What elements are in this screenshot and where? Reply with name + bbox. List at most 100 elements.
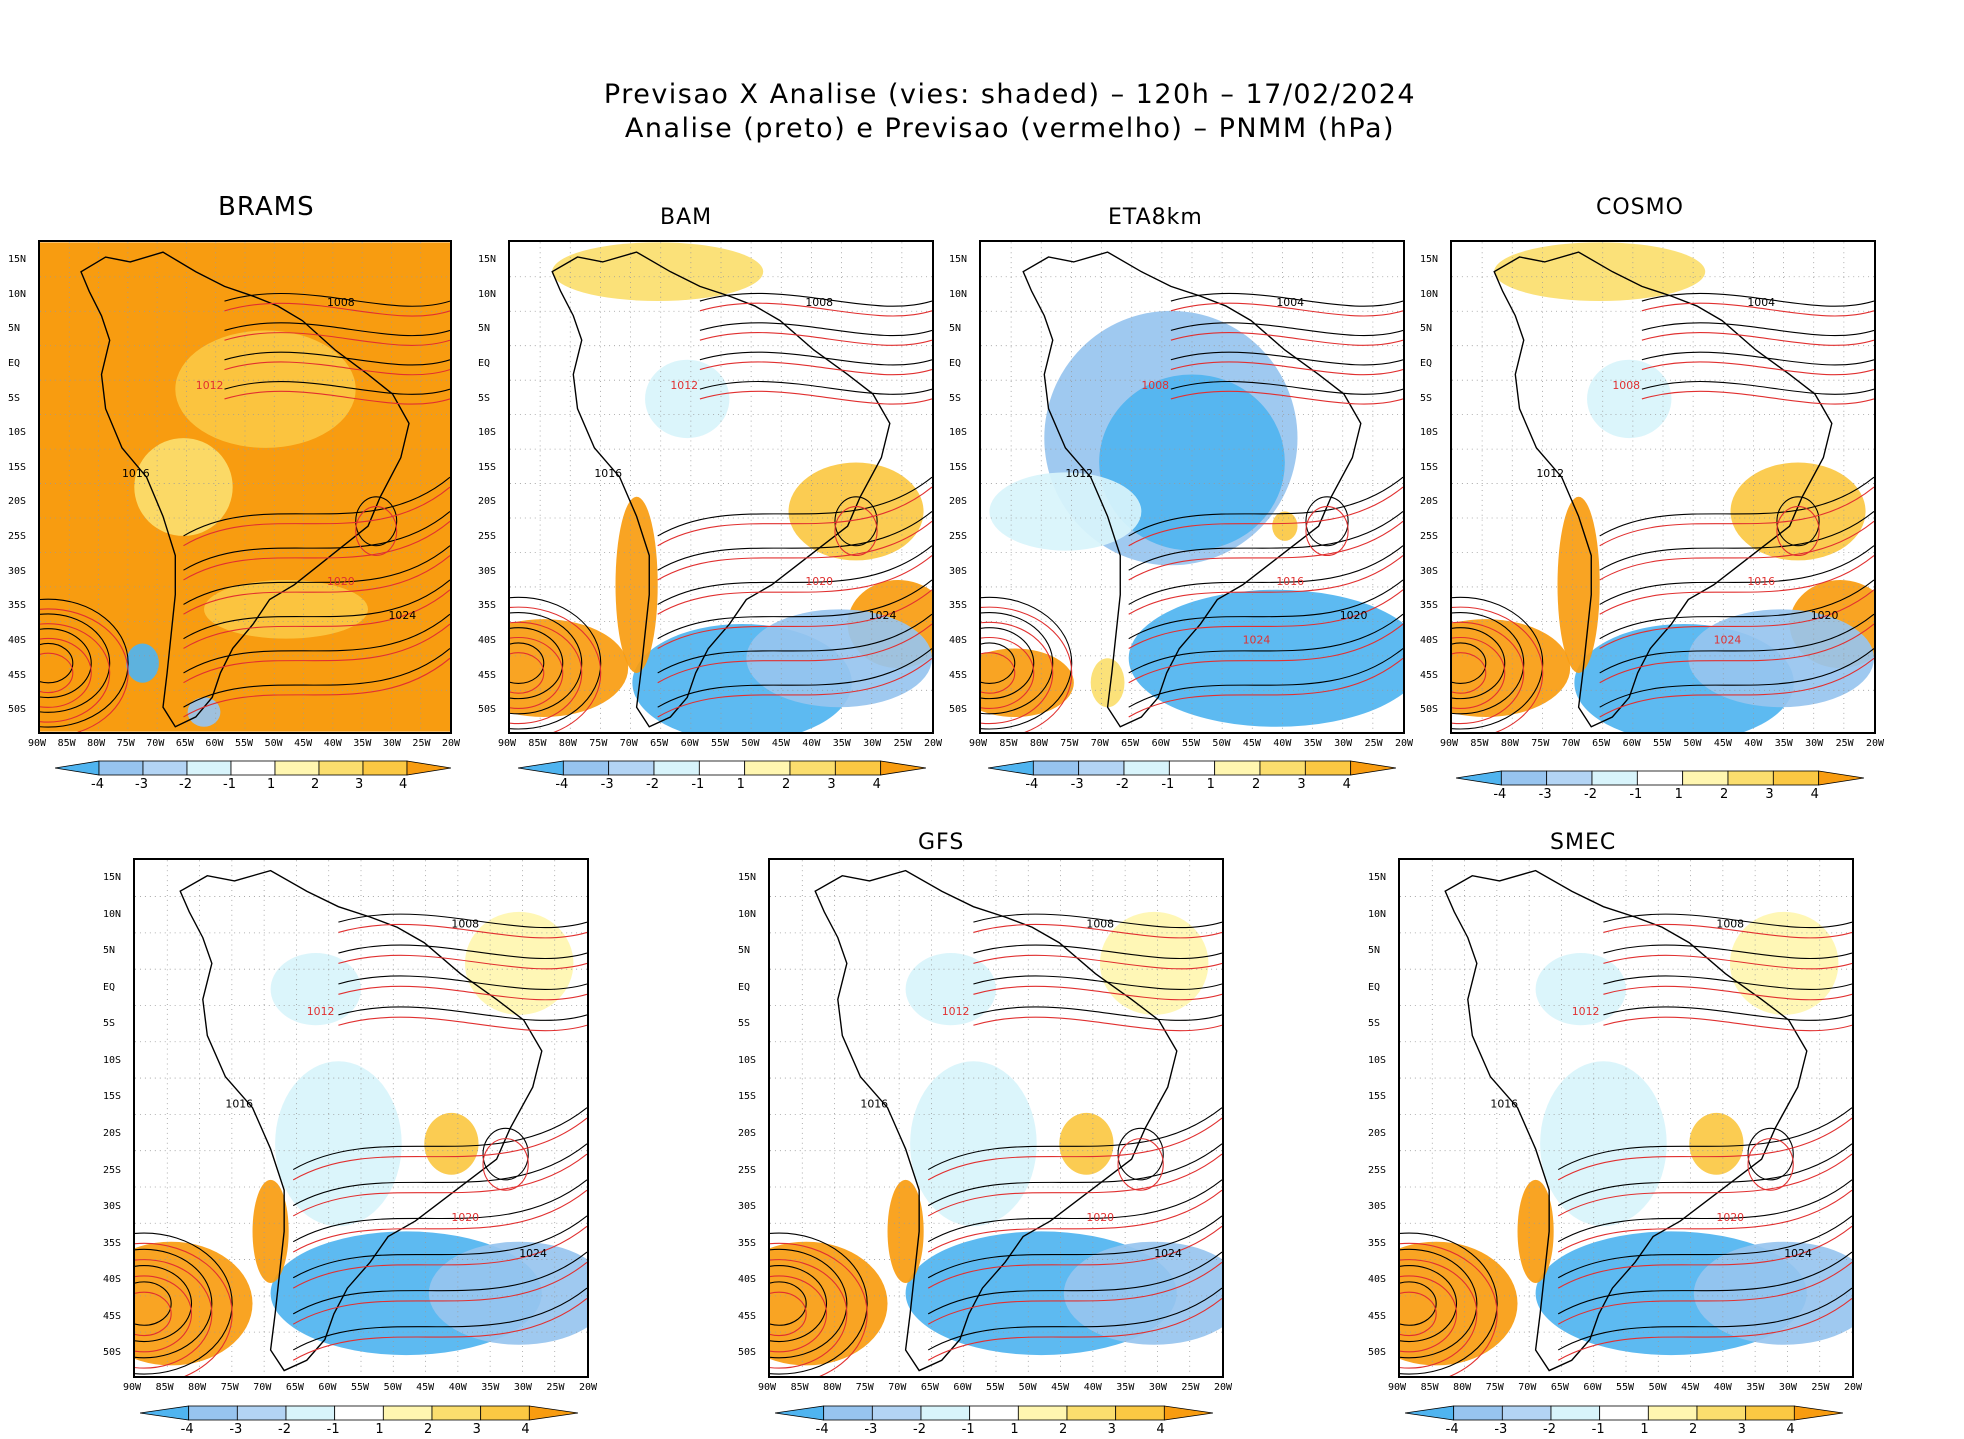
longitude-tick-label: 90W	[28, 738, 47, 749]
latitude-tick-label: 45S	[1368, 1310, 1387, 1322]
latitude-tick-label: 25S	[478, 531, 497, 542]
pressure-bias-map: 1008 1012 1016 1020 1024	[510, 242, 932, 732]
latitude-tick-label: 15S	[478, 461, 497, 473]
longitude-tick-label: 30W	[1778, 1382, 1797, 1393]
bias-shading-region	[910, 1061, 1037, 1227]
latitude-tick-label: 15S	[103, 1091, 122, 1103]
latitude-tick-label: 5S	[103, 1018, 116, 1030]
colorbar-swatch	[562, 760, 610, 776]
colorbar-swatch	[653, 760, 700, 776]
colorbar-tick-label: -4	[1025, 777, 1039, 792]
colorbar-swatch	[230, 760, 276, 776]
isobar-label: 1024	[1243, 634, 1271, 647]
longitude-tick-label: 80W	[87, 738, 106, 749]
colorbar-tick-label: -2	[1584, 787, 1597, 802]
isobar-label: 1020	[451, 1211, 479, 1224]
bias-shading-region	[1128, 589, 1403, 727]
colorbar-tick-label: -2	[1543, 1422, 1556, 1437]
latitude-tick-label: 5N	[1420, 323, 1433, 335]
longitude-tick-label: 75W	[1485, 1382, 1504, 1393]
longitude-tick-label: 35W	[1774, 738, 1793, 749]
latitude-tick-label: 40S	[1420, 634, 1439, 646]
colorbar-tick-label: 4	[1810, 787, 1819, 802]
colorbar-tick-label: 3	[1737, 1422, 1746, 1437]
longitude-tick-label: 40W	[802, 738, 821, 749]
longitude-tick-label: 55W	[351, 1382, 370, 1393]
forecast-isobars	[1452, 302, 1874, 732]
longitude-tick-label: 25W	[1364, 738, 1383, 749]
latitude-tick-label: 20S	[103, 1127, 122, 1139]
colorbar-swatch	[744, 760, 791, 776]
longitude-tick-label: 65W	[1550, 1382, 1569, 1393]
latitude-tick-label: 5S	[1368, 1018, 1381, 1030]
latitude-tick-label: 45S	[1420, 669, 1439, 681]
colorbar-swatch	[1818, 770, 1865, 786]
colorbar-swatch	[698, 760, 746, 776]
longitude-tick-label: 40W	[1083, 1382, 1102, 1393]
latitude-tick-label: 50S	[103, 1347, 122, 1359]
latitude-tick-label: 40S	[103, 1274, 122, 1286]
latitude-tick-label: 15S	[1368, 1091, 1387, 1103]
figure-title: Previsao X Analise (vies: shaded) – 120h…	[0, 78, 1964, 146]
latitude-tick-label: 40S	[8, 634, 27, 646]
latitude-tick-label: 35S	[1420, 600, 1439, 612]
longitude-tick-label: 75W	[855, 1382, 874, 1393]
colorbar-tick-label: -4	[1493, 787, 1507, 802]
longitude-tick-label: 70W	[888, 1382, 907, 1393]
colorbar-swatches	[139, 1405, 579, 1421]
latitude-tick-label: EQ	[8, 357, 21, 369]
latitude-tick-label: 35S	[949, 600, 968, 612]
analysis-isobars	[135, 913, 587, 1375]
longitude-tick-label: 85W	[155, 1382, 174, 1393]
latitude-tick-label: 5N	[103, 945, 116, 957]
latitude-tick-label: 10S	[738, 1054, 757, 1066]
pressure-bias-map: 1008 1012 1016 1020 1024	[135, 860, 587, 1376]
isobar-label: 1020	[805, 575, 833, 588]
colorbar-swatch	[1727, 770, 1774, 786]
latitude-tick-label: 30S	[1368, 1201, 1387, 1213]
longitude-tick-label: 30W	[382, 738, 401, 749]
longitude-tick-label: 30W	[1148, 1382, 1167, 1393]
colorbar-tick-label: -2	[913, 1422, 926, 1437]
title-line-2: Analise (preto) e Previsao (vermelho) – …	[624, 113, 1396, 144]
longitude-tick-label: 80W	[188, 1382, 207, 1393]
colorbar-tick-label: 4	[1786, 1422, 1795, 1437]
isobar-label: 1012	[942, 1005, 970, 1018]
colorbar-swatch	[1453, 1405, 1503, 1421]
colorbar-swatch	[1636, 770, 1684, 786]
colorbar-swatch	[1168, 760, 1216, 776]
isobar-label: 1016	[594, 467, 622, 480]
isobar-label: 1008	[1086, 917, 1114, 930]
longitude-tick-label: 90W	[123, 1382, 142, 1393]
latitude-tick-label: 5N	[478, 323, 491, 335]
latitude-tick-label: 25S	[738, 1164, 757, 1176]
latitude-tick-label: 10S	[1368, 1054, 1387, 1066]
latitude-tick-label: 5N	[949, 323, 962, 335]
longitude-tick-label: 75W	[1060, 738, 1079, 749]
longitude-tick-label: 80W	[823, 1382, 842, 1393]
latitude-tick-label: 15N	[1420, 254, 1439, 265]
isobar-label: 1008	[451, 917, 479, 930]
longitude-tick-label: 45W	[771, 738, 790, 749]
colorbar-swatch	[188, 1405, 238, 1421]
colorbar-swatches	[1455, 770, 1865, 786]
colorbar-swatches	[54, 760, 452, 776]
longitude-tick-label: 85W	[528, 738, 547, 749]
colorbar-swatch	[1078, 760, 1125, 776]
colorbar-tick-label: 3	[355, 777, 364, 792]
longitude-tick-label: 60W	[1151, 738, 1170, 749]
longitude-tick-label: 60W	[953, 1382, 972, 1393]
latitude-tick-label: 15S	[8, 461, 27, 473]
colorbar-tick-label: -1	[326, 1422, 340, 1437]
longitude-tick-label: 60W	[205, 738, 224, 749]
longitude-tick-label: 35W	[1116, 1382, 1135, 1393]
longitude-tick-label: 85W	[1420, 1382, 1439, 1393]
longitude-tick-label: 70W	[1561, 738, 1580, 749]
longitude-tick-label: 45W	[416, 1382, 435, 1393]
pressure-bias-map: 1008 1012 1016 1020 1024	[1400, 860, 1852, 1376]
colorbar-swatch	[1772, 770, 1820, 786]
longitude-tick-label: 35W	[1746, 1382, 1765, 1393]
longitude-tick-label: 30W	[1805, 738, 1824, 749]
colorbar-tick-label: -1	[691, 777, 705, 792]
latitude-tick-label: 40S	[738, 1274, 757, 1286]
